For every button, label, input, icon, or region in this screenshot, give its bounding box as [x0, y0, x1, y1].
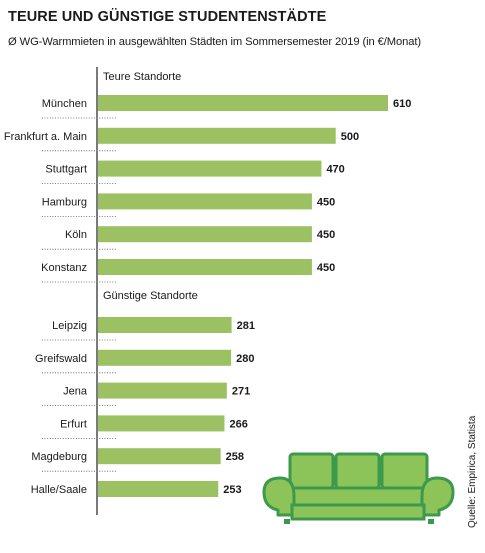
bar: [98, 481, 219, 497]
data-label: 253: [223, 484, 241, 496]
sofa-part: [380, 452, 429, 490]
sofa-part: [334, 452, 381, 490]
chart-title: TEURE UND GÜNSTIGE STUDENTENSTÄDTE: [8, 9, 327, 25]
sofa-part: [288, 452, 335, 490]
sofa-part: [284, 486, 433, 508]
sofa-part: [284, 519, 290, 524]
data-label: 281: [237, 320, 255, 332]
data-label: 258: [226, 451, 244, 463]
data-label: 470: [326, 164, 344, 176]
data-label: 266: [229, 418, 247, 430]
sofa-part: [290, 503, 426, 521]
category-label: München: [42, 98, 87, 110]
sofa-part: [428, 519, 434, 524]
bar: [98, 160, 322, 177]
sofa-part: [420, 476, 455, 517]
source-note: Quelle: Empirica, Statista: [467, 415, 478, 528]
category-label: Leipzig: [52, 320, 87, 332]
category-label: Frankfurt a. Main: [4, 131, 87, 143]
category-label: Hamburg: [42, 196, 87, 208]
data-label: 450: [317, 262, 335, 274]
category-label: Halle/Saale: [31, 484, 87, 496]
bar: [98, 317, 232, 333]
data-label: 271: [232, 386, 250, 398]
bar: [98, 193, 312, 210]
group-label: Günstige Standorte: [103, 290, 198, 302]
data-label: 500: [341, 131, 359, 143]
chart-subtitle: Ø WG-Warmmieten in ausgewählten Städten …: [8, 36, 422, 48]
category-label: Erfurt: [60, 418, 87, 430]
sofa-part: [262, 476, 296, 517]
bar: [98, 95, 388, 111]
data-label: 450: [317, 196, 335, 208]
data-label: 450: [317, 229, 335, 241]
bar: [98, 448, 221, 465]
data-label: 280: [236, 353, 254, 365]
category-label: Magdeburg: [31, 451, 87, 463]
category-label: Konstanz: [41, 262, 87, 274]
group-label: Teure Standorte: [103, 71, 181, 83]
bar: [98, 259, 312, 275]
sofa-illustration: [262, 452, 455, 524]
bar: [98, 226, 312, 243]
category-label: Stuttgart: [45, 164, 87, 176]
bar: [98, 349, 232, 366]
data-label: 610: [393, 98, 411, 110]
bar: [98, 415, 225, 432]
bar: [98, 127, 336, 144]
category-label: Greifswald: [35, 353, 87, 365]
bar: [98, 382, 227, 399]
category-label: Köln: [65, 229, 87, 241]
category-label: Jena: [63, 386, 88, 398]
